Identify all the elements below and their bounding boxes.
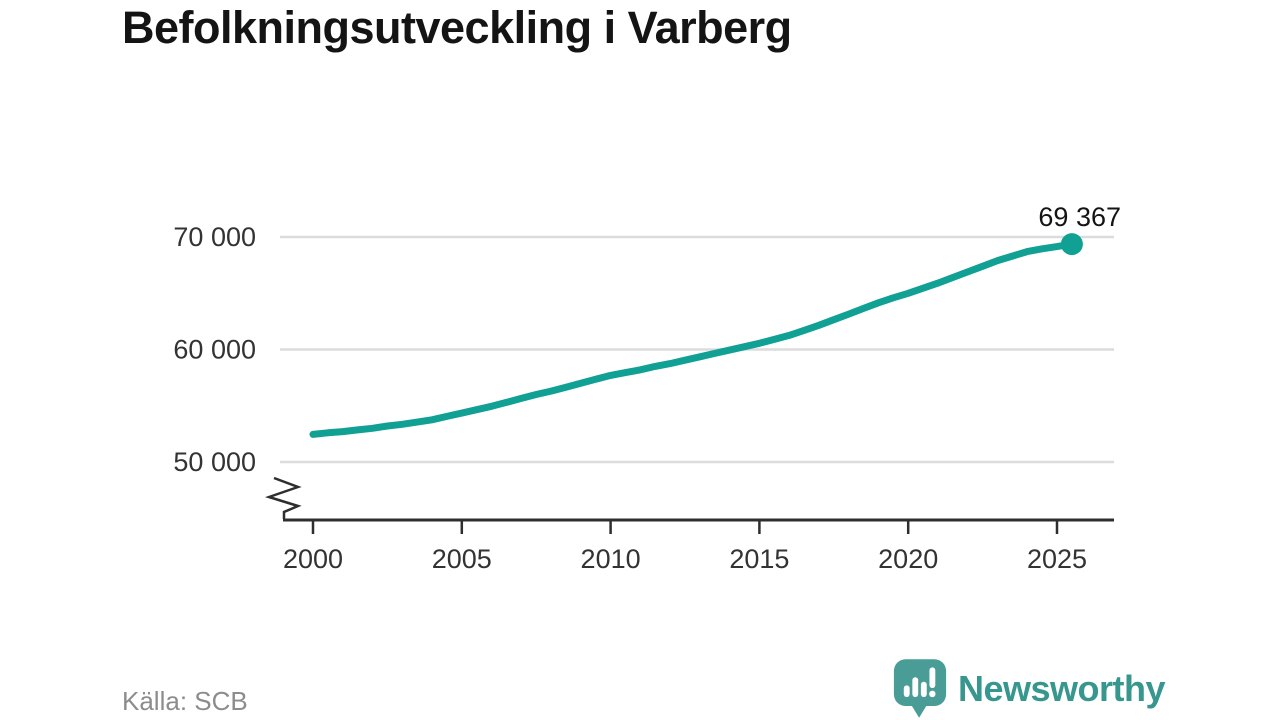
x-axis-tick-label: 2015 — [729, 544, 789, 574]
source-caption: Källa: SCB — [122, 686, 248, 716]
x-axis-tick-label: 2025 — [1027, 544, 1087, 574]
population-series-line — [309, 240, 1076, 438]
bar-icon-tall — [912, 677, 919, 698]
exclamation-dot-icon — [929, 690, 936, 698]
y-axis-tick-label: 70 000 — [173, 222, 256, 252]
chart-title: Befolkningsutveckling i Varberg — [122, 2, 792, 53]
bar-icon-medium — [920, 681, 927, 698]
bar-icon-short — [903, 685, 910, 698]
newsworthy-speech-bubble-chart-icon — [893, 659, 947, 718]
y-axis-tick-label: 50 000 — [173, 447, 256, 477]
x-axis-tick-label: 2010 — [581, 544, 641, 574]
x-axis-tick-label: 2000 — [283, 544, 343, 574]
end-point-dot — [1060, 233, 1083, 256]
axis-break-zigzag — [264, 476, 302, 519]
exclamation-bar-icon — [929, 667, 936, 689]
x-axis-tick-label: 2020 — [878, 544, 938, 574]
speech-bubble-shape — [893, 659, 947, 718]
newsworthy-wordmark: Newsworthy — [958, 667, 1166, 709]
y-axis-tick-label: 60 000 — [173, 335, 256, 365]
newsworthy-logo: Newsworthy — [893, 658, 1166, 719]
x-axis-tick-label: 2005 — [432, 544, 492, 574]
end-value-label: 69 367 — [1038, 202, 1121, 232]
